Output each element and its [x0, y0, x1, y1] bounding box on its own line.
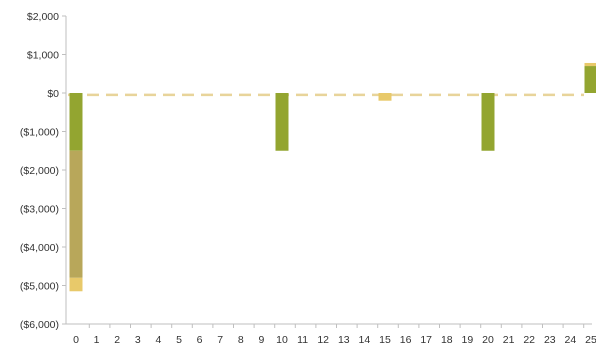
- x-tick-label: 6: [197, 334, 203, 346]
- x-tick-label: 8: [238, 334, 244, 346]
- y-tick-label: $0: [47, 88, 59, 100]
- x-tick-label: 20: [482, 334, 494, 346]
- x-tick-label: 11: [297, 334, 308, 346]
- bar-segment-0-s1: [69, 150, 83, 278]
- x-tick-label: 17: [420, 334, 432, 346]
- x-tick-label: 19: [462, 334, 474, 346]
- x-tick-label: 25: [585, 334, 596, 346]
- x-tick-label: 14: [359, 334, 371, 346]
- x-tick-label: 16: [400, 334, 412, 346]
- x-tick-label: 21: [503, 334, 515, 346]
- y-tick-label: $2,000: [27, 11, 59, 23]
- y-tick-label: ($3,000): [20, 204, 59, 216]
- x-tick-label: 2: [114, 334, 120, 346]
- chart-axes: [62, 15, 592, 328]
- bar-segment-10-s0: [275, 93, 289, 151]
- x-tick-label: 3: [135, 334, 141, 346]
- y-tick-label: ($2,000): [20, 165, 59, 177]
- x-tick-label: 23: [544, 334, 556, 346]
- x-tick-label: 13: [338, 334, 350, 346]
- y-tick-label: $1,000: [27, 50, 59, 62]
- x-tick-label: 22: [523, 334, 535, 346]
- x-tick-label: 0: [73, 334, 79, 346]
- y-tick-label: ($4,000): [20, 242, 59, 254]
- y-tick-label: ($6,000): [20, 319, 59, 331]
- x-tick-label: 5: [176, 334, 182, 346]
- x-tick-label: 9: [258, 334, 264, 346]
- bar-group: [69, 62, 596, 292]
- y-tick-labels: $2,000 $1,000 $0 ($1,000) ($2,000) ($3,000) ($…: [20, 11, 59, 331]
- x-tick-label: 15: [379, 334, 391, 346]
- x-tick-label: 12: [317, 334, 329, 346]
- x-tick-label: 1: [94, 334, 100, 346]
- x-tick-label: 18: [441, 334, 453, 346]
- bar-segment-25-s2: [584, 62, 596, 67]
- y-tick-label: ($5,000): [20, 281, 59, 293]
- bar-segment-0-s2: [69, 277, 83, 292]
- bar-segment-15-s2: [378, 93, 392, 101]
- x-tick-labels: 0 1 2 3 4 5 6 7 8 9 10 11 12 13 14 15 16 17 18 19 20 21 22 23 24…: [73, 334, 596, 346]
- x-tick-label: 4: [155, 334, 161, 346]
- bar-segment-0-s0: [69, 93, 83, 151]
- x-tick-label: 24: [565, 334, 577, 346]
- y-tick-label: ($1,000): [20, 127, 59, 139]
- bar-segment-25-s0: [584, 66, 596, 93]
- bar-segment-20-s0: [481, 93, 495, 151]
- x-tick-label: 10: [276, 334, 288, 346]
- x-tick-label: 7: [217, 334, 223, 346]
